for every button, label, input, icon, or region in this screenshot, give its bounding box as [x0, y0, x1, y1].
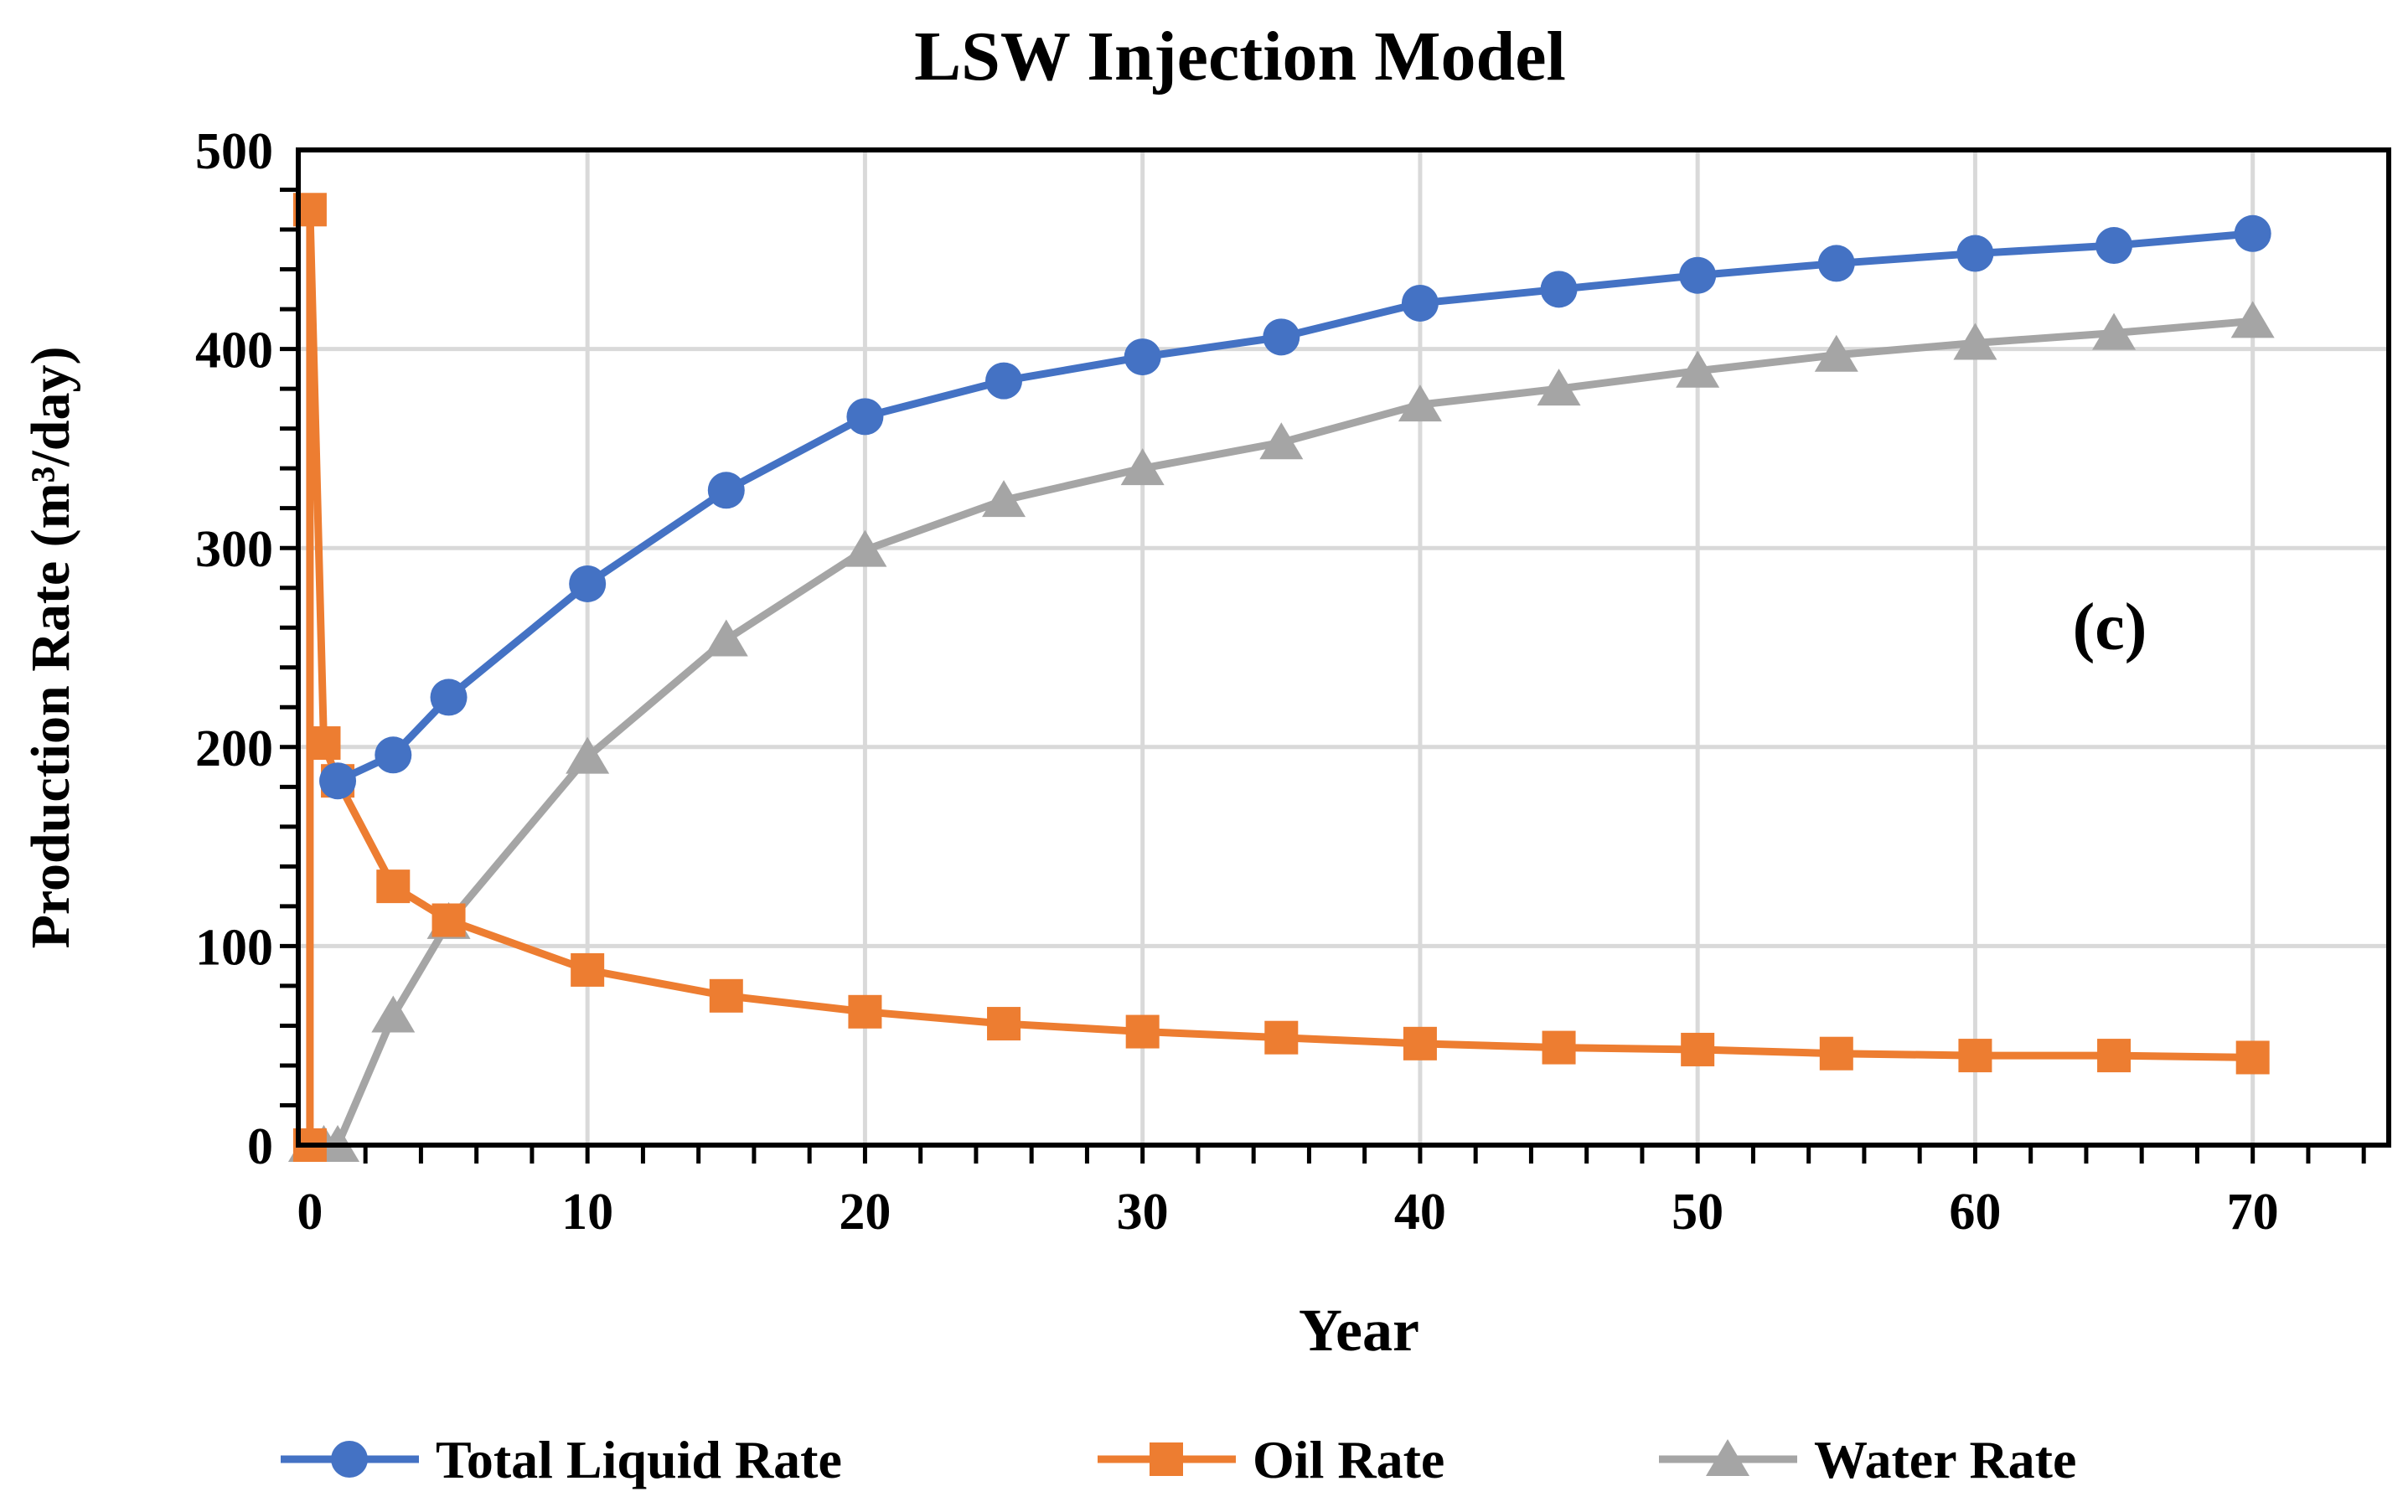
data-point	[707, 472, 745, 509]
data-point	[571, 952, 605, 987]
series-line	[309, 317, 2254, 1149]
data-point	[1264, 1020, 1299, 1055]
data-point	[1259, 422, 1304, 460]
data-point	[1120, 448, 1165, 486]
data-point	[709, 978, 743, 1013]
x-tick-label: 40	[1394, 1184, 1446, 1241]
legend-label: Oil Rate	[1253, 1430, 1444, 1489]
data-point	[1819, 1036, 1853, 1071]
data-point	[1953, 323, 1997, 360]
x-axis-label: Year	[1299, 1297, 1419, 1364]
data-point	[704, 619, 748, 657]
legend: Total Liquid Rate Oil Rate Water Rate	[281, 1430, 2076, 1489]
data-point	[843, 529, 887, 567]
data-point	[1537, 369, 1581, 406]
legend-marker	[1706, 1439, 1749, 1476]
series-total-liquid-rate	[319, 214, 2271, 800]
legend-marker	[1150, 1442, 1183, 1476]
y-tick-label: 200	[195, 720, 273, 777]
legend-item: Total Liquid Rate	[281, 1430, 842, 1489]
data-point	[846, 398, 884, 436]
legend-label: Total Liquid Rate	[436, 1430, 842, 1489]
data-point	[1401, 284, 1439, 322]
data-point	[2092, 312, 2137, 350]
legend-item: Oil Rate	[1098, 1430, 1444, 1489]
y-tick-label: 0	[247, 1118, 273, 1175]
x-tick-label: 50	[1672, 1184, 1723, 1241]
data-point	[982, 480, 1026, 518]
data-point	[987, 1007, 1021, 1041]
data-point	[2097, 1039, 2132, 1073]
data-point	[1124, 338, 1161, 376]
data-point	[431, 903, 466, 937]
data-point	[566, 736, 610, 774]
data-point	[1681, 1032, 1715, 1066]
legend-item: Water Rate	[1659, 1430, 2076, 1489]
data-point	[1403, 1026, 1437, 1060]
legend-label: Water Rate	[1814, 1430, 2076, 1489]
data-point	[1398, 384, 1442, 422]
data-point	[430, 679, 468, 716]
data-point	[569, 565, 607, 602]
data-point	[2235, 1040, 2270, 1075]
series-line	[336, 230, 2254, 785]
y-tick-label: 500	[195, 123, 273, 180]
data-point	[2234, 214, 2271, 252]
y-tick-label: 300	[195, 521, 273, 578]
x-tick-label: 60	[1949, 1184, 2001, 1241]
data-point	[307, 726, 341, 761]
x-tick-label: 20	[839, 1184, 891, 1241]
data-point	[1958, 1039, 1992, 1073]
data-point	[1542, 1030, 1576, 1065]
data-point	[319, 762, 357, 800]
data-point	[2095, 227, 2133, 265]
data-point	[371, 995, 416, 1033]
data-point	[2230, 301, 2275, 338]
y-tick-label: 400	[195, 323, 273, 379]
x-tick-label: 0	[297, 1184, 323, 1241]
chart-title: LSW Injection Model	[914, 18, 1566, 95]
axes: 0 100 200 300 400 500 0 10 20 30 40 50 60 70	[195, 123, 2366, 1241]
series-layer	[287, 193, 2275, 1162]
data-point	[1125, 1014, 1160, 1049]
x-tick-label: 10	[561, 1184, 613, 1241]
data-point	[1956, 235, 1994, 272]
data-point	[1814, 334, 1858, 372]
annotation-label: (c)	[2073, 591, 2147, 664]
y-axis-label: Production Rate (m³/day)	[20, 347, 81, 949]
legend-marker	[331, 1441, 368, 1478]
data-point	[1263, 318, 1300, 356]
data-point	[1676, 350, 1720, 388]
x-tick-label: 30	[1117, 1184, 1169, 1241]
plot-frame	[296, 147, 2391, 1148]
y-tick-label: 100	[195, 919, 273, 976]
data-point	[985, 362, 1023, 400]
data-point	[376, 870, 411, 904]
x-tick-label: 70	[2227, 1184, 2279, 1241]
data-point	[1540, 271, 1578, 308]
data-point	[1679, 256, 1717, 294]
data-point	[848, 994, 882, 1029]
data-point	[1817, 245, 1855, 282]
data-point	[375, 736, 412, 774]
